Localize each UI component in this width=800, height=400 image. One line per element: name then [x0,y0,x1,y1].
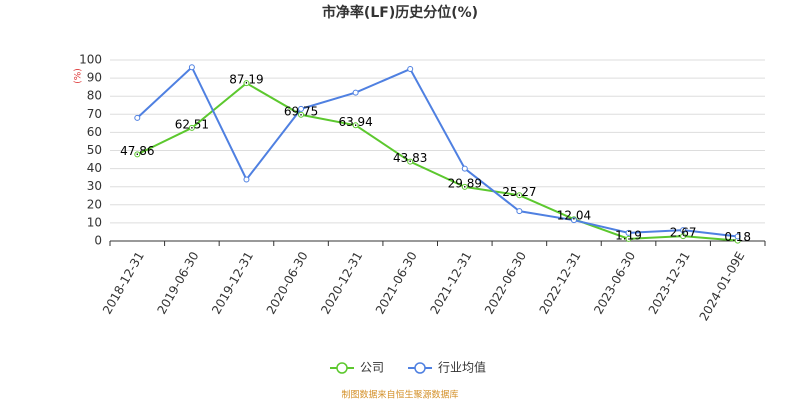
legend-label: 公司 [360,361,384,375]
x-tick-label: 2019-06-30 [155,249,202,316]
x-tick-label: 2024-01-09E [697,249,748,323]
y-unit: (%) [74,68,84,84]
x-tick-label: 2020-06-30 [264,249,311,316]
legend-marker [336,362,348,374]
x-tick-label: 2020-12-31 [318,249,365,316]
value-label: 25.27 [502,185,536,199]
y-tick-label: 40 [87,161,102,175]
x-tick-label: 2021-06-30 [373,249,420,316]
point [407,158,414,165]
point [625,235,632,242]
source: 制图数据来自恒生聚源数据库 [341,389,458,400]
x-tick-label: 2022-06-30 [482,249,529,316]
series-line [136,81,738,242]
value-label: 29.89 [448,176,482,190]
x-tick-label: 2021-12-31 [427,249,474,316]
x-tick-label: 2023-12-31 [646,249,693,316]
series-line [136,65,738,238]
value-label: 43.83 [393,151,427,165]
legend-label: 行业均值 [438,360,486,375]
x-tick-label: 2023-06-30 [591,249,638,316]
y-tick-label: 60 [87,125,102,139]
point [461,165,468,172]
value-label: 62.51 [175,117,209,131]
point [407,66,414,73]
point [461,183,468,190]
y-tick-label: 10 [87,215,102,229]
value-label: 63.94 [338,115,372,129]
value-label: 47.86 [120,144,154,158]
point [570,217,577,224]
x-tick-label: 2019-12-31 [209,249,256,316]
y-tick-label: 100 [79,53,102,67]
point [134,114,141,121]
value-label: 69.75 [284,104,318,118]
value-label: 12.04 [557,209,591,223]
point [680,227,687,234]
y-tick-label: 30 [87,179,102,193]
point [134,151,141,158]
y-tick-label: 50 [87,143,102,157]
point [298,111,305,118]
x-tick-label: 2018-12-31 [100,249,147,316]
point [188,64,195,71]
y-tick-label: 70 [87,107,102,121]
point [734,233,741,240]
chart-title: 市净率(LF)历史分位(%) [322,4,478,21]
point [352,89,359,96]
legend-marker [414,362,426,374]
x-tick-label: 2022-12-31 [537,249,584,316]
y-tick-label: 20 [87,197,102,211]
value-label: 2.67 [670,226,697,240]
point [298,105,305,112]
y-tick-label: 80 [87,89,102,103]
point [516,208,523,215]
value-label: 87.19 [229,73,263,87]
point [243,80,250,87]
point [243,176,250,183]
point [625,229,632,236]
value-label: 0.18 [724,230,751,244]
y-tick-label: 0 [94,234,102,248]
point [680,233,687,240]
value-label: 1.19 [615,228,642,242]
point [352,122,359,129]
y-tick-label: 90 [87,71,102,85]
point [516,192,523,199]
point [188,124,195,131]
